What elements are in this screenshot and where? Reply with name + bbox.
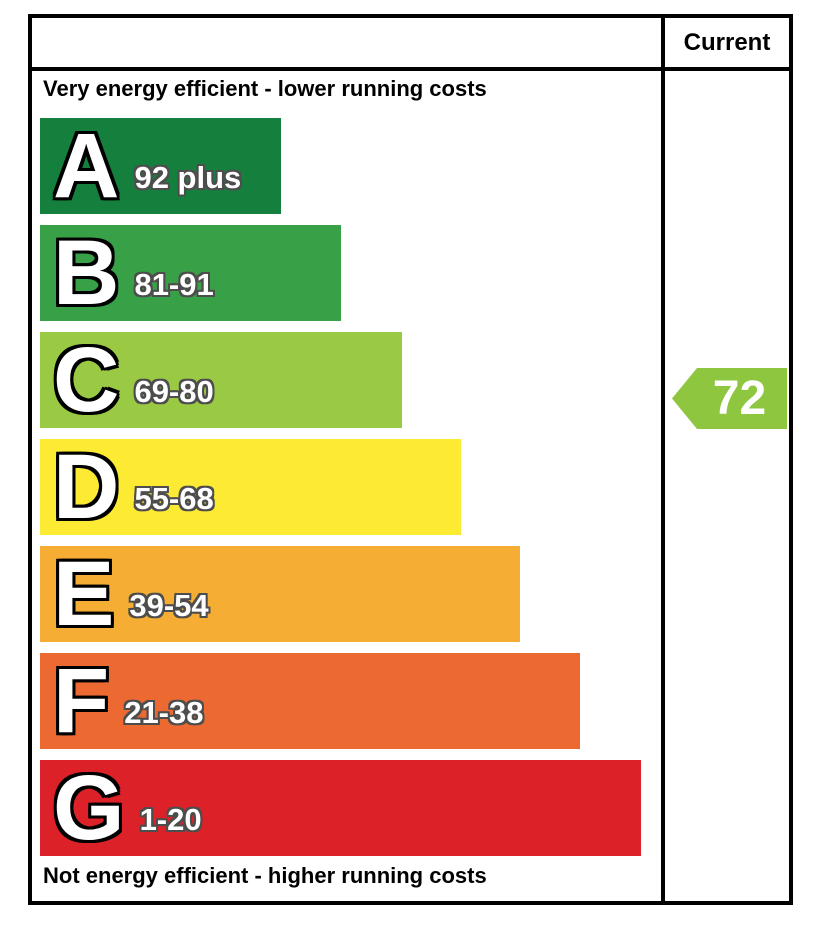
band-letter: D bbox=[53, 436, 120, 538]
epc-rating-chart: Current Very energy efficient - lower ru… bbox=[28, 14, 793, 905]
band-letter: A bbox=[53, 115, 120, 217]
current-column-header: Current bbox=[683, 28, 771, 56]
epc-band-c: C 69-80 bbox=[40, 332, 402, 428]
band-letter: F bbox=[53, 650, 110, 752]
current-rating-value: 72 bbox=[712, 371, 767, 425]
band-range: 55-68 bbox=[134, 480, 214, 516]
band-letter: B bbox=[53, 222, 120, 324]
epc-band-b: B 81-91 bbox=[40, 225, 341, 321]
band-letter: E bbox=[53, 543, 115, 645]
header-row-divider-line bbox=[32, 67, 789, 71]
band-range: 69-80 bbox=[134, 373, 214, 409]
band-range: 1-20 bbox=[139, 801, 202, 837]
band-letter: C bbox=[53, 329, 120, 431]
current-column-divider-line bbox=[661, 18, 665, 901]
epc-band-f: F 21-38 bbox=[40, 653, 580, 749]
epc-band-g: G 1-20 bbox=[40, 760, 641, 856]
band-range: 21-38 bbox=[124, 694, 204, 730]
rating-bands-container: A 92 plus B 81-91 C 69-80 D 55-68 E 39-5… bbox=[40, 118, 641, 867]
band-range: 81-91 bbox=[134, 266, 214, 302]
epc-band-e: E 39-54 bbox=[40, 546, 520, 642]
current-rating-arrow: 72 bbox=[672, 368, 787, 429]
epc-band-d: D 55-68 bbox=[40, 439, 461, 535]
caption-not-efficient: Not energy efficient - higher running co… bbox=[43, 863, 487, 888]
band-range: 39-54 bbox=[129, 587, 209, 623]
epc-band-a: A 92 plus bbox=[40, 118, 281, 214]
caption-very-efficient: Very energy efficient - lower running co… bbox=[43, 76, 487, 101]
band-letter: G bbox=[53, 757, 125, 859]
band-range: 92 plus bbox=[134, 159, 242, 195]
